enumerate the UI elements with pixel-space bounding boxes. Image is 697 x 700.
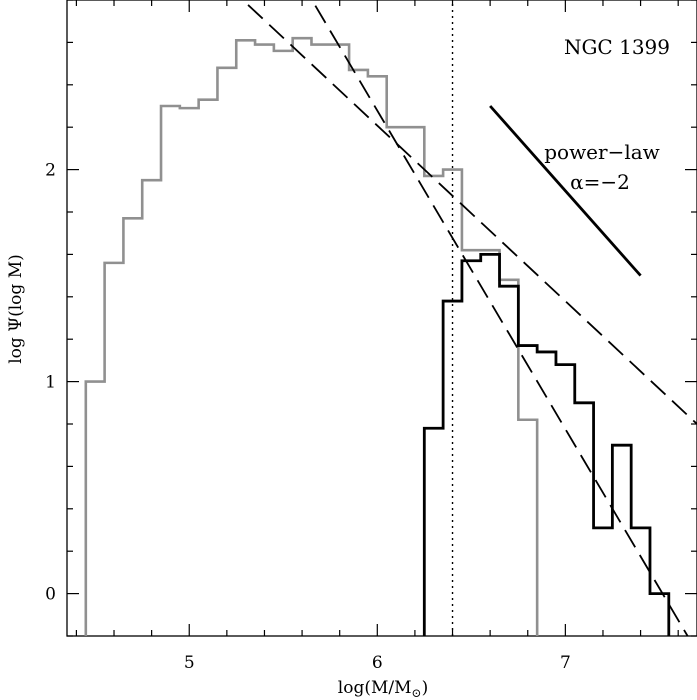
- y-axis-label: log Ψ(log M): [6, 254, 26, 364]
- powerlaw-label: power−law: [544, 140, 660, 164]
- chart-curves: [84, 0, 697, 637]
- x-tick-label: 7: [560, 653, 571, 673]
- y-tick-label: 1: [45, 373, 56, 393]
- powerlaw-reference-line: [489, 105, 642, 277]
- plot-frame: [66, 0, 697, 637]
- x-tick-label: 6: [372, 653, 383, 673]
- axis-ticks: 5 6 7 0 1 2: [45, 0, 697, 673]
- x-axis-label: log(M/M⊙): [338, 678, 428, 700]
- black-histogram-series: [422, 253, 671, 636]
- object-label: NGC 1399: [564, 35, 670, 59]
- gray-histogram-series: [84, 36, 539, 636]
- x-tick-label: 5: [184, 653, 195, 673]
- dashed-fit-line-2: [310, 0, 689, 637]
- y-tick-label: 0: [45, 585, 56, 605]
- dashed-fit-line-3: [241, 0, 697, 425]
- y-tick-label: 2: [45, 161, 56, 181]
- powerlaw-slope-label: α=−2: [570, 170, 630, 194]
